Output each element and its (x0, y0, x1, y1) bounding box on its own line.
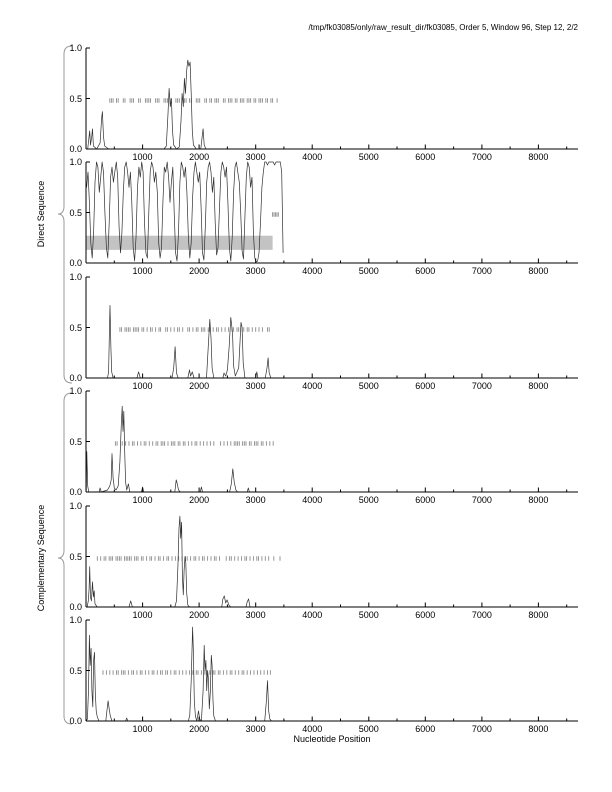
x-tick-label: 5000 (358, 610, 379, 620)
x-tick-label: 1000 (132, 266, 153, 276)
y-tick-label: 0.5 (69, 665, 82, 676)
complementary-frame-2-plot (85, 505, 578, 608)
y-tick-label: 0.0 (69, 144, 82, 154)
y-tick-label: 0.0 (69, 373, 82, 383)
y-tick-label: 1.0 (69, 43, 82, 53)
direct-frame-3-plot (85, 276, 578, 379)
orf-marker-dashes (96, 556, 281, 561)
x-tick-label: 6000 (415, 724, 436, 734)
x-tick-label: 8000 (528, 152, 549, 162)
complementary-frame-3-plot (85, 619, 578, 722)
x-tick-label: 4000 (302, 495, 323, 505)
x-tick-label: 7000 (471, 266, 492, 276)
y-tick-label: 0.5 (69, 551, 82, 562)
orf-marker-dashes (102, 670, 271, 675)
complementary-frame-3-curve (85, 626, 279, 722)
x-tick-label: 3000 (245, 724, 266, 734)
x-tick-label: 7000 (471, 495, 492, 505)
x-tick-label: 6000 (415, 495, 436, 505)
axes (85, 390, 578, 493)
x-tick-label: 1000 (132, 495, 153, 505)
y-tick-label: 0.5 (69, 436, 82, 447)
x-tick-label: 8000 (528, 495, 549, 505)
orf-marker-dashes (119, 327, 270, 332)
y-tick-label: 1.0 (69, 272, 82, 282)
x-tick-label: 4000 (302, 610, 323, 620)
x-tick-label: 2000 (189, 381, 210, 391)
direct-frame-3-curve (86, 304, 279, 379)
x-tick-label: 7000 (471, 152, 492, 162)
x-tick-label: 7000 (471, 724, 492, 734)
x-tick-label: 8000 (528, 266, 549, 276)
x-tick-label: 2000 (189, 266, 210, 276)
x-tick-label: 8000 (528, 381, 549, 391)
x-axis-title: Nucleotide Position (293, 734, 371, 744)
x-tick-label: 7000 (471, 381, 492, 391)
y-tick-label: 0.5 (69, 93, 82, 104)
orf-marker-dashes (114, 441, 274, 446)
axes (85, 276, 578, 379)
x-tick-label: 4000 (302, 266, 323, 276)
x-tick-label: 3000 (245, 610, 266, 620)
x-tick-label: 2000 (189, 152, 210, 162)
x-tick-label: 6000 (415, 152, 436, 162)
x-tick-label: 3000 (245, 152, 266, 162)
y-tick-label: 0.5 (69, 207, 82, 218)
y-tick-label: 1.0 (69, 386, 82, 396)
threshold-band (86, 235, 273, 250)
x-tick-label: 1000 (132, 724, 153, 734)
axes (85, 619, 578, 722)
x-tick-label: 5000 (358, 266, 379, 276)
x-tick-label: 3000 (245, 381, 266, 391)
orf-marker-dashes (272, 212, 279, 217)
y-tick-label: 0.0 (69, 716, 82, 726)
x-tick-label: 5000 (358, 495, 379, 505)
complementary-frame-1-curve (85, 405, 279, 493)
x-tick-label: 2000 (189, 724, 210, 734)
direct-frame-1-plot (85, 47, 578, 150)
y-tick-label: 1.0 (69, 501, 82, 511)
x-tick-label: 8000 (528, 610, 549, 620)
x-tick-label: 5000 (358, 724, 379, 734)
group-label-direct-sequence: Direct Sequence (36, 180, 46, 248)
direct-frame-1-curve (86, 59, 279, 150)
x-tick-label: 1000 (132, 610, 153, 620)
axes (85, 161, 578, 264)
complementary-frame-2-curve (86, 515, 279, 608)
direct-frame-2-curve (86, 161, 284, 263)
axes (85, 505, 578, 608)
x-tick-label: 4000 (302, 381, 323, 391)
y-tick-label: 0.0 (69, 487, 82, 497)
x-tick-label: 1000 (132, 381, 153, 391)
x-tick-label: 3000 (245, 495, 266, 505)
x-tick-label: 6000 (415, 610, 436, 620)
x-tick-label: 8000 (528, 724, 549, 734)
y-tick-label: 1.0 (69, 615, 82, 625)
x-tick-label: 6000 (415, 266, 436, 276)
direct-frame-2-plot (85, 161, 578, 264)
group-label-complementary-sequence: Complementary Sequence (36, 504, 46, 612)
x-tick-label: 5000 (358, 381, 379, 391)
x-tick-label: 2000 (189, 495, 210, 505)
x-tick-label: 4000 (302, 724, 323, 734)
x-tick-label: 3000 (245, 266, 266, 276)
x-tick-label: 5000 (358, 152, 379, 162)
x-tick-label: 7000 (471, 610, 492, 620)
axes (85, 47, 578, 150)
y-tick-label: 1.0 (69, 157, 82, 167)
x-tick-label: 1000 (132, 152, 153, 162)
plot-title: /tmp/fk03085/only/raw_result_dir/fk03085… (308, 23, 578, 32)
complementary-frame-1-plot (85, 390, 578, 493)
x-tick-label: 4000 (302, 152, 323, 162)
y-tick-label: 0.0 (69, 258, 82, 268)
x-tick-label: 2000 (189, 610, 210, 620)
y-tick-label: 0.0 (69, 602, 82, 612)
orf-marker-dashes (109, 98, 278, 103)
x-tick-label: 6000 (415, 381, 436, 391)
y-tick-label: 0.5 (69, 322, 82, 333)
